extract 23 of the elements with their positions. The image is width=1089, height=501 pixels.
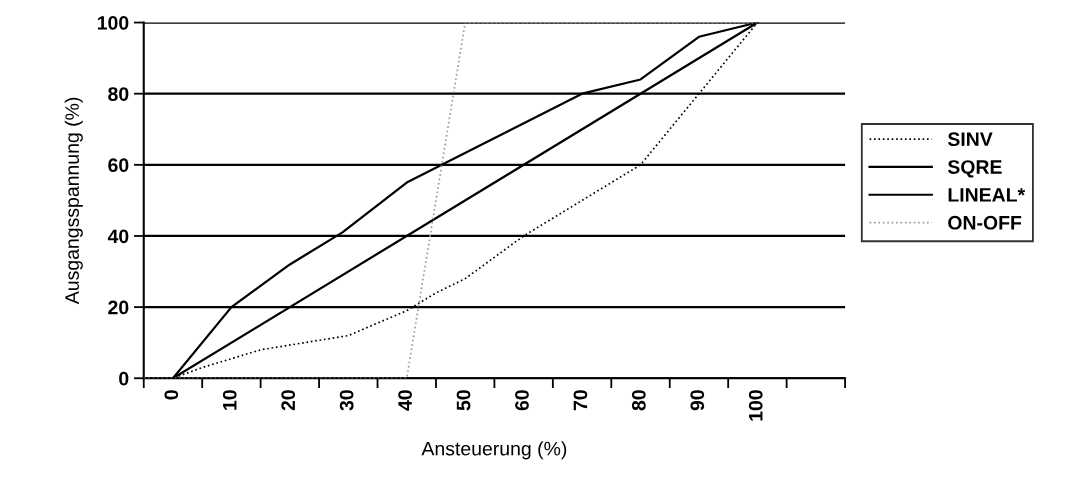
y-tick-label: 100 (97, 16, 129, 30)
y-tick-label: 0 (119, 371, 129, 386)
x-tick-label: 10 (222, 390, 237, 410)
x-tick-label: 100 (748, 390, 763, 421)
x-tick-label: 90 (690, 390, 705, 411)
x-tick-label: 80 (631, 390, 646, 411)
legend-label: SINV (947, 132, 993, 147)
x-tick-label: 50 (456, 390, 471, 411)
x-tick-label: 0 (164, 390, 179, 400)
x-tick-label: 30 (339, 390, 354, 411)
x-tick-label: 40 (398, 390, 412, 411)
x-axis-title: Ansteuerung (%) (421, 441, 567, 460)
y-tick-label: 80 (108, 87, 129, 101)
y-tick-label: 60 (108, 158, 129, 173)
legend-label: SQRE (947, 160, 1002, 178)
x-tick-label: 70 (573, 390, 588, 411)
y-tick-label: 40 (107, 229, 129, 244)
y-tick-label: 20 (108, 300, 129, 315)
x-tick-label: 60 (515, 390, 529, 411)
x-tick-label: 20 (281, 390, 296, 411)
legend-label: LINEAL* (948, 188, 1026, 202)
legend-label: ON-OFF (948, 215, 1022, 230)
y-axis-title: Ausgangsspannung (%) (64, 97, 83, 305)
